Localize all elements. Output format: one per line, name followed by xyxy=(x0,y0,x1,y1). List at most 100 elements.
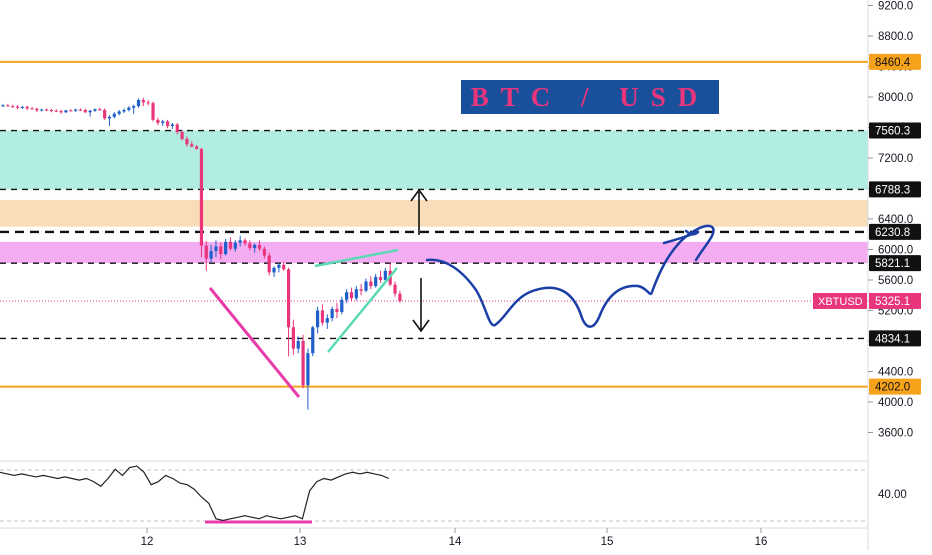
candle-body[interactable] xyxy=(40,109,44,111)
candle-body[interactable] xyxy=(35,108,39,111)
candle-body[interactable] xyxy=(393,284,397,294)
candle-body[interactable] xyxy=(282,264,286,270)
level-tag-label: 4202.0 xyxy=(875,382,910,394)
projection-arrowhead xyxy=(662,229,700,245)
candle-body[interactable] xyxy=(233,242,237,249)
candle-body[interactable] xyxy=(141,100,145,103)
candle-body[interactable] xyxy=(98,109,102,111)
price-tick-label: 6000.0 xyxy=(878,245,913,257)
candle-body[interactable] xyxy=(359,289,363,291)
candle-body[interactable] xyxy=(262,248,266,256)
candle-body[interactable] xyxy=(228,241,233,249)
symbol-tag-bg xyxy=(813,292,867,309)
wedge-lower-line[interactable] xyxy=(327,267,398,353)
candle-body[interactable] xyxy=(54,110,58,112)
candle-body[interactable] xyxy=(156,119,160,123)
candle-body[interactable] xyxy=(316,310,320,328)
candle-body[interactable] xyxy=(238,240,242,243)
candle-body[interactable] xyxy=(286,269,291,328)
candle-body[interactable] xyxy=(151,103,155,120)
candle-body[interactable] xyxy=(330,308,334,319)
candle-body[interactable] xyxy=(180,132,184,139)
candle-body[interactable] xyxy=(146,102,150,104)
candle-body[interactable] xyxy=(209,251,213,259)
price-tags: 8460.4 7560.3 6788.3 6230.8 5821.1 4834.1 4202… xyxy=(813,53,921,395)
candle-body[interactable] xyxy=(6,105,10,107)
candle-body[interactable] xyxy=(74,109,78,111)
down-arrow-head xyxy=(412,319,430,333)
candle-body[interactable] xyxy=(296,341,300,349)
candle-body[interactable] xyxy=(195,146,199,149)
candle-body[interactable] xyxy=(103,109,107,119)
candle-body[interactable] xyxy=(364,281,368,291)
candle-body[interactable] xyxy=(107,116,112,119)
candle-body[interactable] xyxy=(175,124,179,133)
candle-body[interactable] xyxy=(83,109,87,113)
candle-body[interactable] xyxy=(383,270,387,280)
candle-body[interactable] xyxy=(214,246,218,252)
candle-body[interactable] xyxy=(277,264,281,268)
candle-body[interactable] xyxy=(345,292,349,300)
drawings-layer xyxy=(208,188,715,398)
candle-body[interactable] xyxy=(1,105,5,107)
candle-body[interactable] xyxy=(49,109,53,111)
level-tag-bg xyxy=(869,223,921,240)
candle-body[interactable] xyxy=(320,310,325,323)
candle-body[interactable] xyxy=(64,110,68,113)
candle-body[interactable] xyxy=(122,109,126,112)
candle-body[interactable] xyxy=(374,276,378,287)
level-tag-bg xyxy=(869,255,921,272)
candle-body[interactable] xyxy=(30,108,34,110)
candle-body[interactable] xyxy=(127,107,131,110)
candle-body[interactable] xyxy=(335,308,339,313)
pink-trendline[interactable] xyxy=(208,287,301,398)
candle-body[interactable] xyxy=(398,293,402,301)
candle-body[interactable] xyxy=(88,110,92,113)
chart-title: BTC / USD xyxy=(461,80,719,114)
candle-body[interactable] xyxy=(20,106,24,108)
wedge-upper-line[interactable] xyxy=(314,248,399,268)
candle-body[interactable] xyxy=(378,276,383,280)
candle-body[interactable] xyxy=(257,244,262,249)
candle-body[interactable] xyxy=(301,341,305,386)
candle-body[interactable] xyxy=(340,299,344,313)
candle-body[interactable] xyxy=(136,100,141,107)
candle-body[interactable] xyxy=(219,246,223,255)
last-price-tag-bg xyxy=(869,292,921,309)
candle-body[interactable] xyxy=(311,327,315,354)
candle-body[interactable] xyxy=(117,111,121,114)
candle-body[interactable] xyxy=(59,111,63,113)
candle-body[interactable] xyxy=(69,110,73,112)
candle-body[interactable] xyxy=(170,124,174,126)
candle-body[interactable] xyxy=(224,241,228,255)
candle-body[interactable] xyxy=(349,292,354,299)
candle-body[interactable] xyxy=(267,255,271,273)
candle-body[interactable] xyxy=(369,281,373,287)
candle-body[interactable] xyxy=(325,318,329,323)
candle-body[interactable] xyxy=(354,289,358,299)
candle-body[interactable] xyxy=(15,106,20,108)
candle-body[interactable] xyxy=(306,353,310,386)
candle-body[interactable] xyxy=(165,121,170,126)
candle-body[interactable] xyxy=(25,106,29,109)
levels-layer xyxy=(0,60,868,388)
candle-body[interactable] xyxy=(243,240,247,244)
candle-body[interactable] xyxy=(11,106,15,108)
candle-body[interactable] xyxy=(132,106,136,108)
time-axis[interactable]: 12 13 14 15 16 40.00 xyxy=(141,489,907,548)
candle-body[interactable] xyxy=(161,121,165,123)
candle-body[interactable] xyxy=(78,109,83,111)
candle-body[interactable] xyxy=(272,267,276,273)
candle-body[interactable] xyxy=(199,148,204,246)
candle-body[interactable] xyxy=(253,244,257,248)
candle-body[interactable] xyxy=(248,243,252,248)
candle-body[interactable] xyxy=(93,109,97,111)
candle-body[interactable] xyxy=(185,138,189,145)
candle-body[interactable] xyxy=(44,109,49,111)
symbol-tag-label: XBTUSD xyxy=(818,296,863,308)
candle-body[interactable] xyxy=(190,144,194,147)
candle-body[interactable] xyxy=(204,245,208,259)
candle-body[interactable] xyxy=(112,113,116,117)
candle-body[interactable] xyxy=(291,327,295,349)
